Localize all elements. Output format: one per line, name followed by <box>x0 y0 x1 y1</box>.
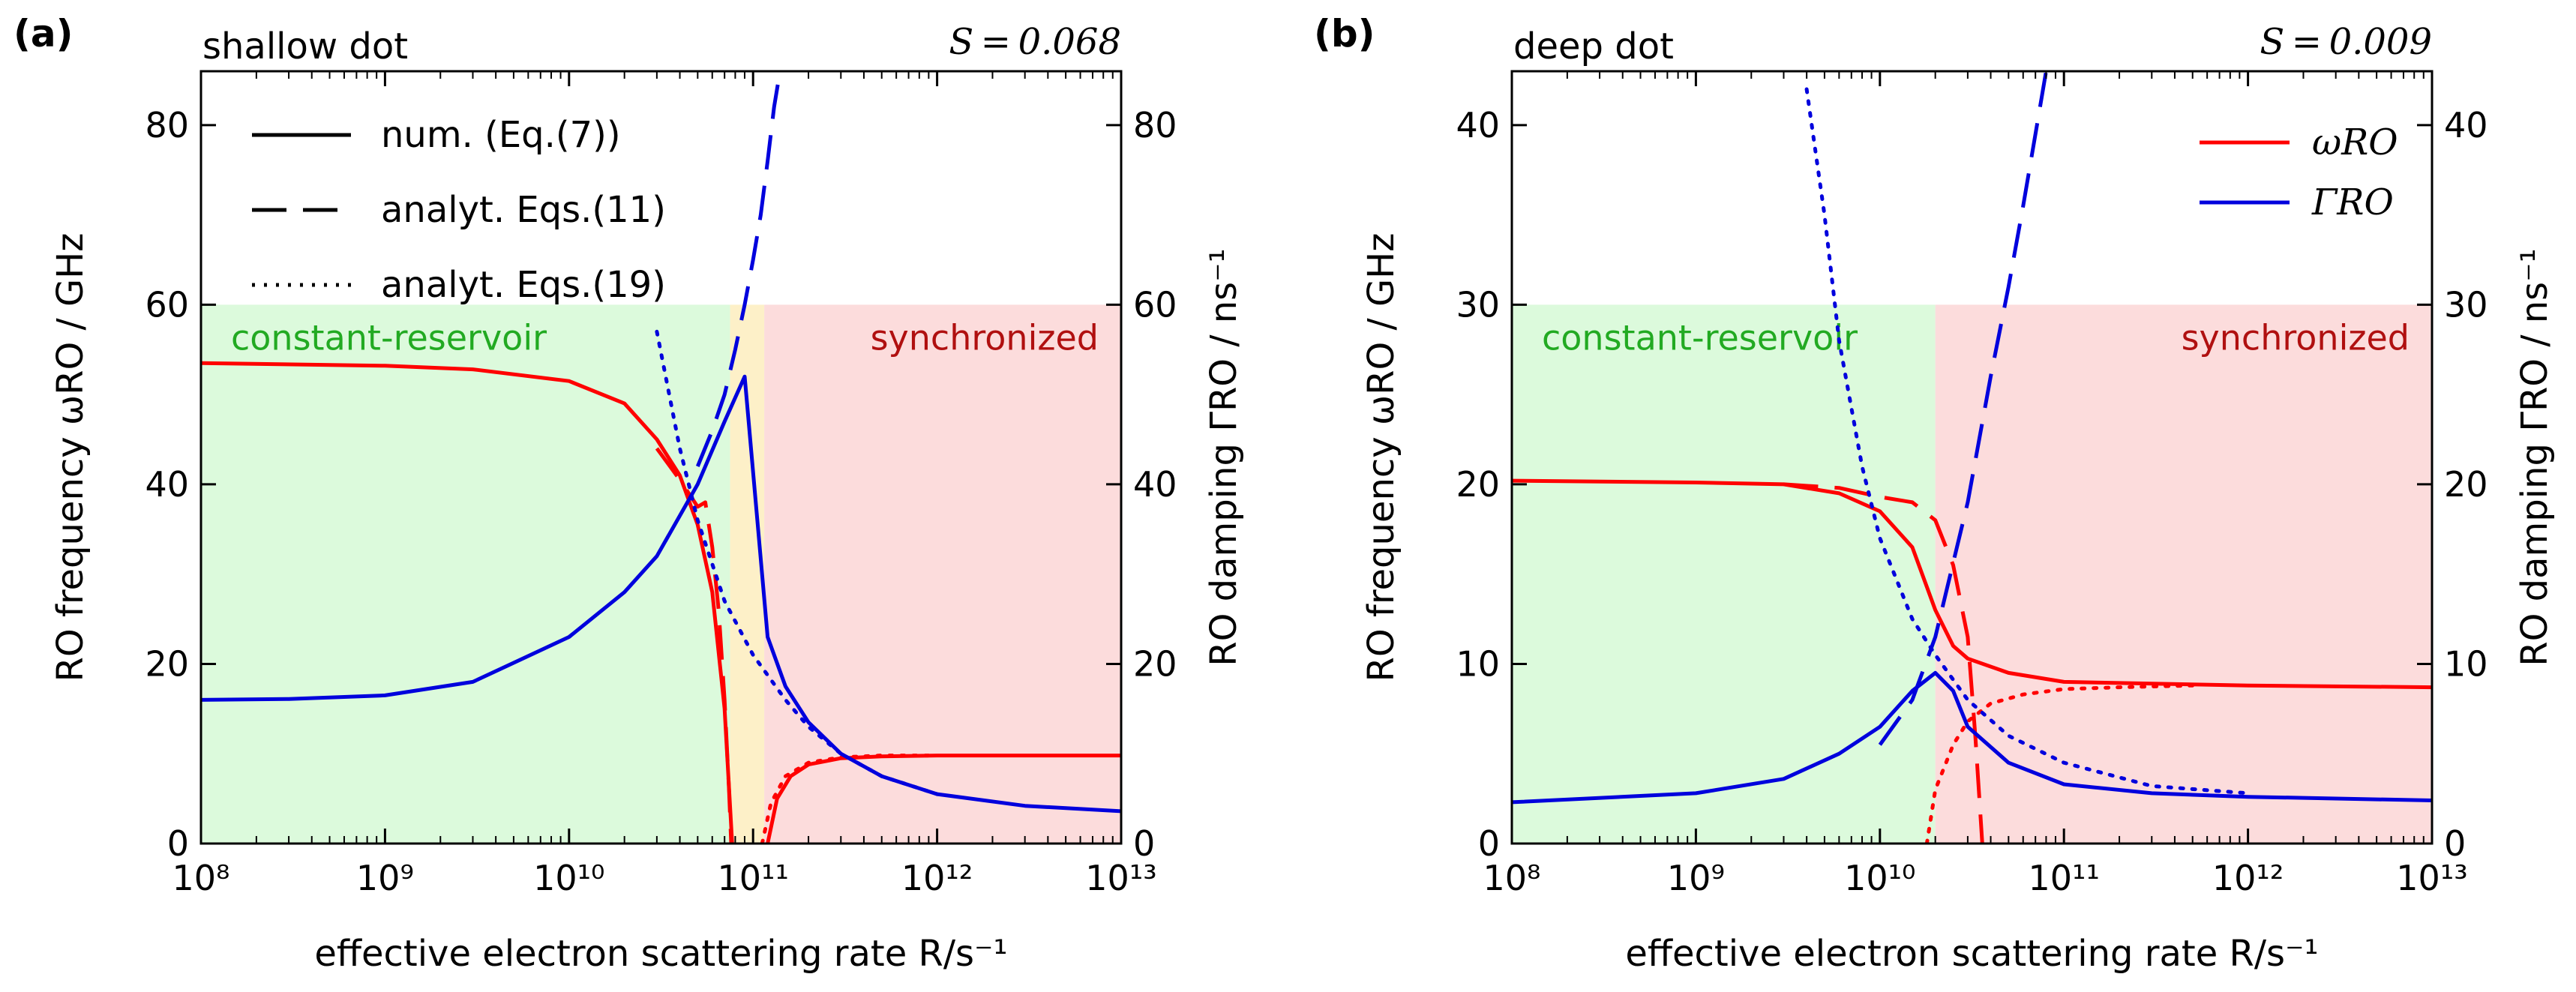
y-right-axis-label: RO damping ΓRO / ns⁻¹ <box>2514 248 2556 667</box>
y-right-tick-label: 60 <box>1133 284 1177 325</box>
series-line <box>655 447 733 844</box>
panel-b: constant-reservoir synchronized 10⁸ 10⁹ 10¹⁰… <box>1314 12 2556 975</box>
y-right-tick-label: 30 <box>2444 284 2488 325</box>
x-tick-label: 10⁸ <box>1483 858 1541 898</box>
series-line <box>1878 71 2048 746</box>
series-line <box>655 329 940 796</box>
y-left-tick-label: 30 <box>1456 284 1500 325</box>
legend: num. (Eq.(7)) analyt. Eqs.(11) analyt. Eqs… <box>252 114 666 306</box>
y-right-tick-label: 20 <box>1133 643 1177 684</box>
series-line <box>1512 670 2432 805</box>
panel-title: shallow dot <box>202 25 408 67</box>
plot-frame <box>199 70 1123 845</box>
x-tick-label: 10⁹ <box>356 858 414 898</box>
series-line <box>695 71 782 467</box>
panel-label: (a) <box>13 12 73 55</box>
y-left-tick-label: 0 <box>1478 823 1500 864</box>
y-right-tick-label: 80 <box>1133 105 1177 145</box>
x-tick-label: 10¹³ <box>2396 858 2467 898</box>
region-label: synchronized <box>2182 317 2410 358</box>
y-right-tick-label: 40 <box>2444 105 2488 145</box>
series-line <box>1924 683 2195 844</box>
y-left-axis-label: RO frequency ωRO / GHz <box>49 233 91 682</box>
x-tick-label: 10¹¹ <box>717 858 788 898</box>
series-group <box>201 71 1121 844</box>
region-constant-reservoir <box>201 304 730 844</box>
y-left-tick-label: 0 <box>167 823 189 864</box>
y-right-tick-label: 20 <box>2444 464 2488 505</box>
y-right-tick-label: 0 <box>2444 823 2466 864</box>
series-group <box>1512 71 2432 844</box>
region-synchronized <box>1935 304 2432 844</box>
parameter-label: S = 0.068 <box>949 21 1121 63</box>
x-axis-label: effective electron scattering rate R/s⁻¹ <box>1625 933 2318 975</box>
y-left-tick-label: 40 <box>1456 105 1500 145</box>
legend-label: num. (Eq.(7)) <box>381 114 621 156</box>
x-tick-label: 10¹⁰ <box>533 858 604 898</box>
region-label: constant-reservoir <box>1542 317 1858 358</box>
y-left-tick-label: 10 <box>1456 643 1500 684</box>
series-line <box>201 361 734 844</box>
x-tick-label: 10⁹ <box>1667 858 1725 898</box>
x-tick-label: 10¹⁰ <box>1844 858 1915 898</box>
legend-label: analyt. Eqs.(19) <box>381 264 666 306</box>
y-left-tick-label: 20 <box>145 643 189 684</box>
x-axis-label: effective electron scattering rate R/s⁻¹ <box>314 933 1007 975</box>
panel-label: (b) <box>1314 12 1375 55</box>
x-tick-label: 10¹² <box>901 858 973 898</box>
y-left-tick-label: 20 <box>1456 464 1500 505</box>
region-label: constant-reservoir <box>231 317 547 358</box>
y-right-tick-label: 40 <box>1133 464 1177 505</box>
series-line <box>1804 87 2251 796</box>
x-tick-label: 10¹¹ <box>2028 858 2099 898</box>
y-left-axis-label: RO frequency ωRO / GHz <box>1360 233 1402 682</box>
panel-title: deep dot <box>1513 25 1674 67</box>
panel-a: constant-reservoir synchronized 10⁸ 10⁹ 10¹⁰… <box>13 12 1245 975</box>
plot-frame <box>1510 70 2434 845</box>
series-line <box>1783 482 1984 844</box>
legend: ωRO ΓRO <box>2200 121 2398 223</box>
parameter-label: S = 0.009 <box>2260 21 2432 63</box>
region-label: synchronized <box>871 317 1099 358</box>
x-tick-label: 10¹³ <box>1085 858 1156 898</box>
legend-label: analyt. Eqs.(11) <box>381 189 666 231</box>
legend-label: ΓRO <box>2311 181 2394 223</box>
y-left-tick-label: 80 <box>145 105 189 145</box>
y-left-tick-label: 40 <box>145 464 189 505</box>
legend-label: ωRO <box>2312 121 2398 163</box>
x-tick-label: 10¹² <box>2212 858 2284 898</box>
y-right-axis-label: RO damping ΓRO / ns⁻¹ <box>1203 248 1245 667</box>
y-right-tick-label: 10 <box>2444 643 2488 684</box>
x-tick-label: 10⁸ <box>172 858 230 898</box>
series-line <box>760 754 940 844</box>
y-right-tick-label: 0 <box>1133 823 1155 864</box>
y-left-tick-label: 60 <box>145 284 189 325</box>
region-constant-reservoir <box>1512 304 1936 844</box>
